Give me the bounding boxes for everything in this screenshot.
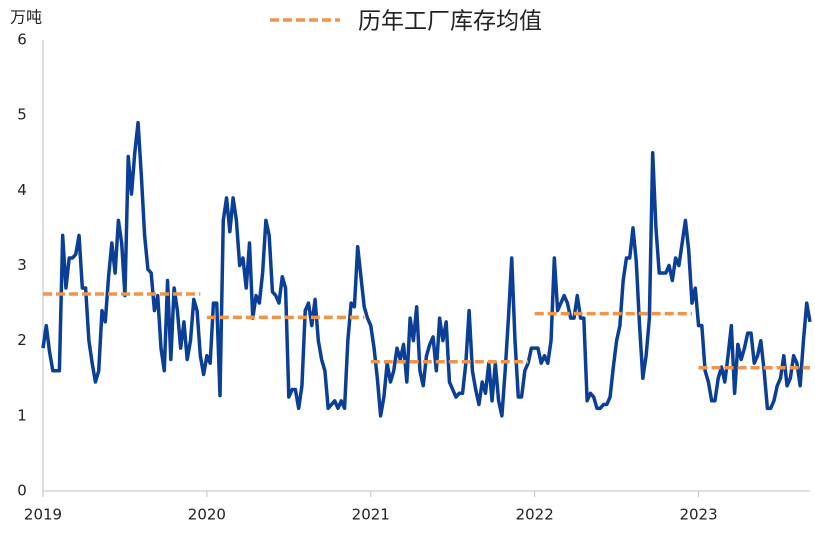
average-line (43, 292, 810, 370)
y-tick-label: 5 (17, 106, 27, 124)
x-tick-label: 2023 (679, 506, 717, 524)
y-tick-label: 4 (17, 181, 27, 199)
y-tick-label: 3 (17, 256, 27, 274)
y-tick-label: 2 (17, 331, 27, 349)
y-axis-label: 万吨 (10, 8, 42, 27)
x-tick-label: 2021 (352, 506, 390, 524)
x-tick-label: 2020 (188, 506, 226, 524)
x-tick-label: 2019 (24, 506, 62, 524)
y-tick-label: 1 (17, 406, 27, 424)
x-tick-label: 2022 (516, 506, 554, 524)
y-tick-label: 0 (17, 482, 27, 500)
series-line (41, 120, 812, 418)
y-tick-label: 6 (17, 31, 27, 49)
legend-label: 历年工厂库存均值 (358, 9, 542, 35)
